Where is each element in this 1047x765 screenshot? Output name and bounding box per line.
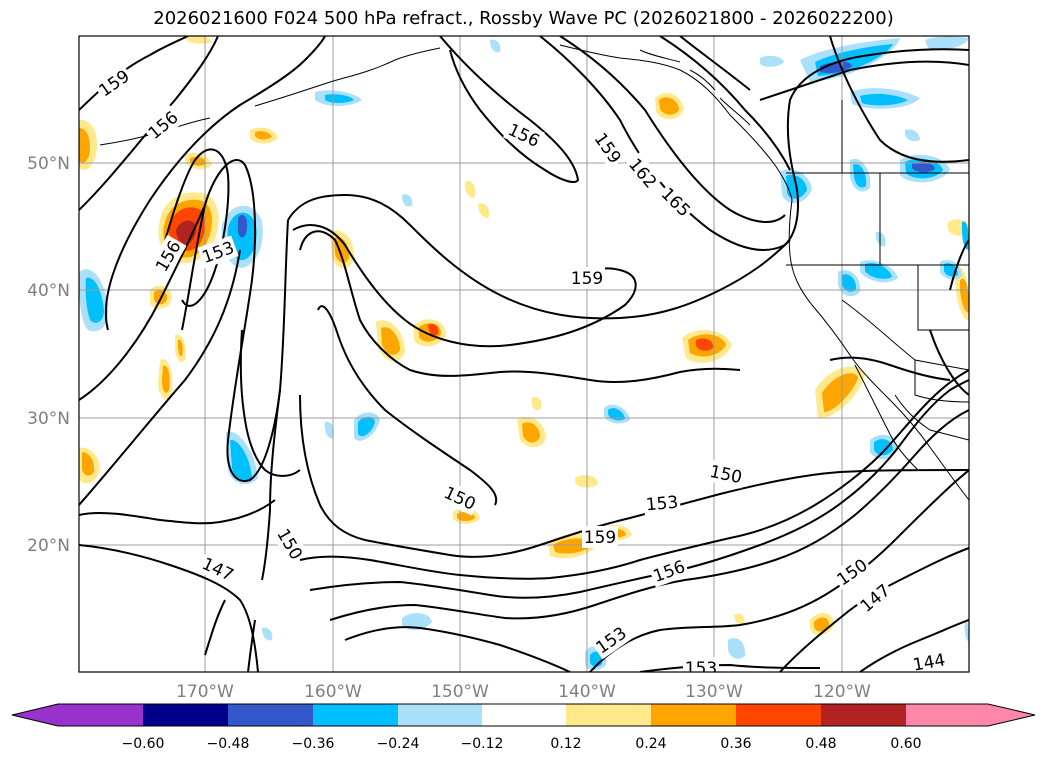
negative-anomaly-patch bbox=[925, 36, 969, 50]
positive-anomaly-patch bbox=[696, 338, 714, 351]
positive-anomaly-patch bbox=[255, 131, 272, 140]
colorbar-tick-label: −0.60 bbox=[122, 736, 165, 752]
contour-label: 144 bbox=[911, 650, 946, 675]
positive-anomaly-patch bbox=[79, 128, 90, 163]
colorbar-segment bbox=[228, 704, 314, 726]
map-title: 2026021600 F024 500 hPa refract., Rossby… bbox=[153, 8, 894, 29]
colorbar-segment bbox=[143, 704, 229, 726]
positive-anomaly-patch bbox=[531, 396, 542, 411]
colorbar-tick-label: −0.12 bbox=[461, 736, 504, 752]
contour-label: 159 bbox=[571, 269, 603, 289]
negative-anomaly-patch bbox=[842, 274, 857, 292]
negative-anomaly-patch bbox=[964, 619, 969, 642]
colorbar-segment bbox=[482, 704, 567, 726]
colorbar-tick-label: 0.24 bbox=[635, 736, 666, 752]
negative-anomaly-patch bbox=[912, 162, 935, 173]
contour-label: 159 bbox=[584, 528, 616, 548]
colorbar-segment bbox=[566, 704, 652, 726]
colorbar-segment bbox=[398, 704, 483, 726]
positive-anomaly-patch bbox=[178, 339, 183, 357]
colorbar-extend-high bbox=[988, 704, 1035, 726]
negative-anomaly-patch bbox=[874, 439, 893, 456]
colorbar-tick-label: −0.48 bbox=[207, 736, 250, 752]
negative-anomaly-patch bbox=[324, 421, 334, 439]
negative-anomaly-patch bbox=[860, 93, 908, 106]
latitude-labels: 20°N 30°N 40°N 50°N bbox=[27, 154, 70, 556]
colorbar-tick-label: −0.36 bbox=[292, 736, 335, 752]
negative-anomaly-patch bbox=[402, 194, 413, 207]
negative-anomaly-patch bbox=[490, 39, 501, 53]
colorbar-tick-label: −0.24 bbox=[377, 736, 420, 752]
negative-anomaly-patch bbox=[325, 94, 354, 103]
negative-anomaly-patch bbox=[358, 416, 375, 437]
positive-anomaly-patch bbox=[176, 220, 197, 245]
contour-labels: 159 156 156 153 156 159 162 165 159 150 … bbox=[92, 63, 949, 679]
colorbar-tick-label: 0.12 bbox=[550, 736, 581, 752]
negative-anomaly-patch bbox=[728, 638, 746, 659]
negative-anomaly-patch bbox=[865, 262, 892, 279]
colorbar-segment bbox=[906, 704, 989, 726]
colorbar: −0.60 −0.48 −0.36 −0.24 −0.12 0.12 0.24 … bbox=[11, 703, 1036, 752]
lon-label: 170°W bbox=[176, 682, 234, 702]
positive-anomaly-patch bbox=[334, 237, 350, 263]
lat-label: 20°N bbox=[27, 536, 70, 556]
negative-anomaly-patch bbox=[905, 129, 920, 142]
colorbar-segment bbox=[651, 704, 737, 726]
negative-anomaly-patch bbox=[853, 164, 867, 188]
negative-anomaly-patch bbox=[262, 627, 273, 641]
negative-anomaly-patch bbox=[608, 408, 625, 421]
colorbar-tick-label: 0.36 bbox=[720, 736, 751, 752]
positive-anomaly-patch bbox=[814, 617, 830, 632]
contour-label: 153 bbox=[685, 659, 717, 679]
negative-anomaly-patch bbox=[760, 55, 784, 67]
map-area: 159 156 156 153 156 159 162 165 159 150 … bbox=[79, 36, 969, 679]
colorbar-segment bbox=[821, 704, 907, 726]
map-frame bbox=[78, 35, 970, 673]
contour-lines bbox=[79, 36, 969, 672]
coastlines bbox=[99, 44, 969, 501]
negative-anomaly-patch bbox=[85, 277, 104, 323]
lat-label: 40°N bbox=[27, 281, 70, 301]
negative-anomaly-patch bbox=[238, 215, 248, 238]
colorbar-extend-low bbox=[12, 704, 59, 726]
lon-label: 130°W bbox=[685, 682, 743, 702]
longitude-labels: 170°W 160°W 150°W 140°W 130°W 120°W bbox=[176, 682, 871, 702]
contour-label: 153 bbox=[645, 493, 679, 516]
colorbar-tick-label: 0.48 bbox=[805, 736, 836, 752]
lon-label: 150°W bbox=[431, 682, 489, 702]
positive-anomaly-patch bbox=[82, 452, 95, 476]
lon-label: 120°W bbox=[813, 682, 871, 702]
lon-label: 160°W bbox=[304, 682, 362, 702]
positive-anomaly-patch bbox=[162, 365, 170, 393]
positive-anomaly-patch bbox=[522, 422, 540, 443]
lat-label: 30°N bbox=[27, 409, 70, 429]
positive-anomaly-patch bbox=[960, 278, 969, 313]
lat-label: 50°N bbox=[27, 154, 70, 174]
positive-anomaly-patch bbox=[659, 97, 679, 115]
negative-anomaly-patch bbox=[230, 439, 252, 480]
positive-anomaly-patch bbox=[734, 613, 745, 625]
colorbar-tick-label: 0.60 bbox=[890, 736, 921, 752]
colorbar-segment bbox=[736, 704, 822, 726]
positive-anomaly-patch bbox=[822, 373, 858, 412]
negative-anomaly-patch bbox=[875, 231, 886, 247]
positive-anomaly-patch bbox=[478, 203, 490, 218]
negative-anomaly-patch bbox=[820, 61, 852, 74]
colorbar-segment bbox=[58, 704, 144, 726]
negative-anomaly-patch bbox=[402, 613, 432, 630]
colorbar-segment bbox=[313, 704, 399, 726]
positive-anomaly-patch bbox=[428, 324, 439, 336]
lon-label: 140°W bbox=[558, 682, 616, 702]
positive-anomaly-patch bbox=[381, 327, 400, 355]
positive-anomaly-patch bbox=[464, 181, 476, 198]
